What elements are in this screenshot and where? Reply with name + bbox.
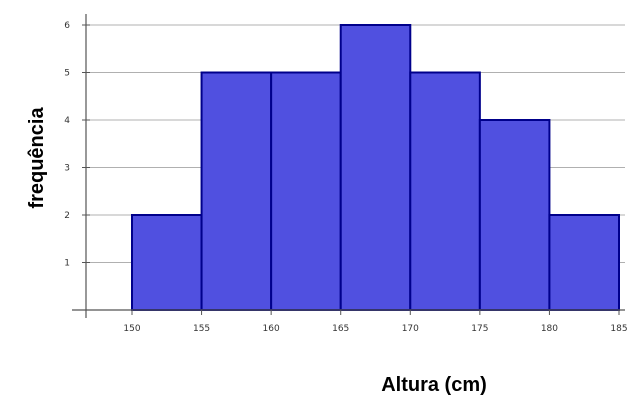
axes (72, 14, 625, 318)
x-tick-label-175: 175 (471, 324, 488, 334)
x-tick-label-180: 180 (541, 324, 558, 334)
y-tick-label-5: 5 (64, 69, 70, 79)
histogram-bar-180-185 (548, 214, 621, 311)
x-tick-label-185: 185 (610, 324, 627, 334)
y-tick-labels: 1 2 3 4 5 6 (64, 21, 90, 269)
x-tick-label-160: 160 (263, 324, 280, 334)
y-tick-label-6: 6 (64, 21, 70, 31)
bars (131, 24, 621, 311)
y-axis-title: frequência (26, 107, 48, 209)
y-tick-label-2: 2 (64, 211, 70, 221)
x-tick-label-155: 155 (193, 324, 210, 334)
y-tick-label-1: 1 (64, 259, 70, 269)
y-tick-label-3: 3 (64, 164, 70, 174)
histogram-bar-155-160 (200, 71, 273, 311)
histogram-bar-160-165 (270, 71, 342, 311)
histogram-bar-150-155 (131, 214, 203, 311)
x-axis-title: Altura (cm) (381, 374, 487, 395)
x-tick-label-165: 165 (332, 324, 349, 334)
x-tick-labels: 150 155 160 165 170 175 180 185 (123, 310, 628, 334)
histogram-bar-165-170 (339, 24, 412, 311)
histogram-bar-175-180 (478, 119, 551, 311)
x-tick-label-170: 170 (402, 324, 419, 334)
histogram-bar-170-175 (409, 71, 481, 311)
y-tick-label-4: 4 (64, 116, 70, 126)
x-tick-label-150: 150 (123, 324, 140, 334)
